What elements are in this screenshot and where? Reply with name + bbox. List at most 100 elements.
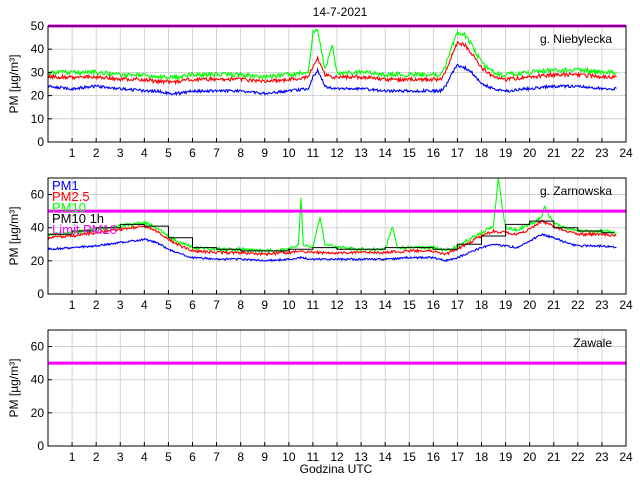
- legend-entry: PM2.5: [52, 189, 90, 204]
- station-name: g. Zarnowska: [540, 184, 612, 198]
- x-tick-label: 22: [571, 450, 585, 464]
- x-tick-label: 24: [619, 298, 633, 312]
- x-tick-label: 11: [307, 450, 320, 464]
- x-tick-label: 17: [451, 450, 465, 464]
- x-tick-label: 2: [93, 450, 100, 464]
- x-tick-label: 21: [547, 298, 561, 312]
- x-tick-label: 24: [619, 146, 633, 160]
- x-tick-label: 14: [378, 450, 392, 464]
- x-tick-label: 5: [165, 450, 172, 464]
- x-tick-label: 1: [69, 146, 76, 160]
- y-axis-label: PM [µg/m³]: [7, 55, 21, 114]
- x-tick-label: 10: [282, 298, 296, 312]
- x-tick-label: 17: [451, 146, 465, 160]
- series-pm1-line: [47, 63, 617, 97]
- panel-zawale: 1 2 3 4 5 6 7 8 9 10 11 12 13 14 15 16 17 18 19 20 21 22 23 240…: [7, 329, 633, 464]
- panel-niebylecka: 1 2 3 4 5 6 7 8 9 10 11 12 13 14 15 16 17 18 19 20 21 22 23 240…: [7, 19, 633, 160]
- x-tick-label: 20: [523, 298, 537, 312]
- series-pm25-line: [47, 219, 617, 257]
- x-tick-label: 23: [595, 146, 609, 160]
- x-tick-label: 9: [261, 146, 268, 160]
- x-tick-label: 21: [547, 146, 561, 160]
- x-tick-label: 3: [117, 298, 124, 312]
- station-name: g. Niebylecka: [540, 32, 612, 46]
- x-tick-label: 7: [213, 146, 220, 160]
- x-tick-label: 12: [330, 450, 344, 464]
- y-axis-label: PM [µg/m³]: [7, 359, 21, 418]
- x-tick-label: 12: [330, 298, 344, 312]
- x-tick-label: 21: [547, 450, 561, 464]
- x-tick-label: 15: [403, 146, 417, 160]
- x-tick-label: 14: [378, 298, 392, 312]
- x-tick-label: 5: [165, 298, 172, 312]
- x-tick-label: 13: [354, 146, 368, 160]
- y-axis-label: PM [µg/m³]: [7, 207, 21, 266]
- legend-entry: Limit PM10: [52, 222, 117, 237]
- x-tick-label: 6: [189, 298, 196, 312]
- x-tick-label: 1: [69, 298, 76, 312]
- x-tick-label: 10: [282, 146, 296, 160]
- y-tick-label: 60: [31, 188, 45, 202]
- x-tick-label: 15: [403, 450, 417, 464]
- x-tick-label: 8: [237, 450, 244, 464]
- station-name: Zawale: [573, 336, 612, 350]
- x-tick-label: 4: [141, 450, 148, 464]
- y-tick-label: 10: [31, 112, 45, 126]
- series-pm1-line: [47, 232, 617, 263]
- y-tick-label: 20: [31, 254, 45, 268]
- x-tick-label: 7: [213, 450, 220, 464]
- x-tick-label: 18: [475, 298, 489, 312]
- x-tick-label: 11: [307, 298, 320, 312]
- x-tick-label: 16: [427, 298, 441, 312]
- x-tick-label: 20: [523, 146, 537, 160]
- x-tick-label: 19: [499, 450, 513, 464]
- y-tick-label: 40: [31, 373, 45, 387]
- x-tick-label: 3: [117, 146, 124, 160]
- x-tick-label: 19: [499, 298, 513, 312]
- y-tick-label: 40: [31, 221, 45, 235]
- y-tick-label: 0: [37, 135, 44, 149]
- x-tick-label: 16: [427, 146, 441, 160]
- x-tick-label: 17: [451, 298, 465, 312]
- x-tick-label: 8: [237, 146, 244, 160]
- x-tick-label: 24: [619, 450, 633, 464]
- series-pm10_1h-line: [48, 220, 614, 252]
- x-tick-label: 20: [523, 450, 537, 464]
- legend-entry: PM10 1h: [52, 211, 104, 226]
- x-tick-label: 19: [499, 146, 513, 160]
- x-tick-label: 18: [475, 146, 489, 160]
- x-tick-label: 11: [307, 146, 320, 160]
- y-tick-label: 40: [31, 42, 45, 56]
- x-tick-label: 1: [69, 450, 76, 464]
- x-tick-label: 13: [354, 450, 368, 464]
- x-tick-label: 14: [378, 146, 392, 160]
- x-tick-label: 6: [189, 146, 196, 160]
- legend-entry: PM1: [52, 178, 79, 193]
- x-tick-label: 9: [261, 298, 268, 312]
- x-tick-label: 3: [117, 450, 124, 464]
- x-tick-label: 16: [427, 450, 441, 464]
- x-tick-label: 4: [141, 146, 148, 160]
- x-tick-label: 5: [165, 146, 172, 160]
- x-tick-label: 12: [330, 146, 344, 160]
- x-tick-label: 22: [571, 146, 585, 160]
- y-tick-label: 30: [31, 65, 45, 79]
- y-tick-label: 0: [37, 287, 44, 301]
- y-tick-label: 50: [31, 19, 45, 33]
- series-pm10-line: [47, 27, 617, 82]
- legend-entry: PM10: [52, 200, 86, 215]
- x-tick-label: 15: [403, 298, 417, 312]
- y-tick-label: 0: [37, 439, 44, 453]
- x-tick-label: 2: [93, 146, 100, 160]
- series-pm25-line: [47, 41, 617, 86]
- x-tick-label: 10: [282, 450, 296, 464]
- figure-title: 14-7-2021: [313, 5, 368, 19]
- x-tick-label: 22: [571, 298, 585, 312]
- x-axis-label: Godzina UTC: [300, 462, 373, 476]
- x-tick-label: 8: [237, 298, 244, 312]
- y-tick-label: 20: [31, 89, 45, 103]
- x-tick-label: 4: [141, 298, 148, 312]
- y-tick-label: 20: [31, 406, 45, 420]
- x-tick-label: 9: [261, 450, 268, 464]
